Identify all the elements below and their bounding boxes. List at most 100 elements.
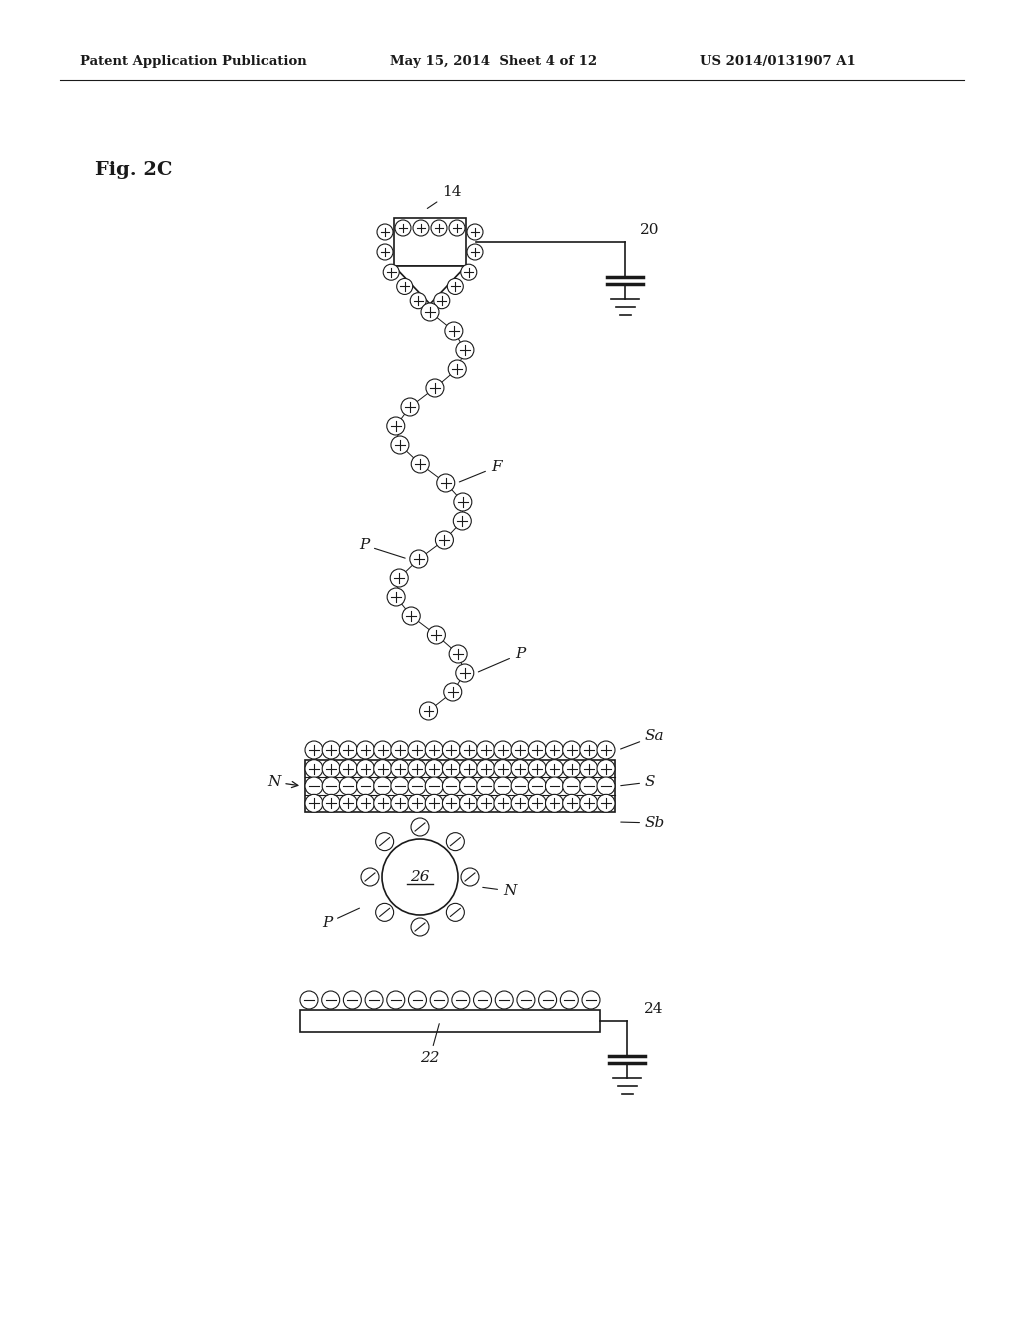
Circle shape bbox=[382, 840, 458, 915]
Circle shape bbox=[477, 741, 495, 759]
Circle shape bbox=[431, 220, 447, 236]
Circle shape bbox=[374, 760, 392, 777]
Circle shape bbox=[511, 795, 529, 812]
Circle shape bbox=[461, 264, 477, 280]
Circle shape bbox=[387, 991, 404, 1008]
Circle shape bbox=[460, 741, 477, 759]
Text: 20: 20 bbox=[640, 223, 659, 238]
Circle shape bbox=[305, 795, 323, 812]
Circle shape bbox=[391, 760, 409, 777]
Circle shape bbox=[450, 645, 467, 663]
Circle shape bbox=[477, 795, 495, 812]
Circle shape bbox=[511, 741, 529, 759]
Text: S: S bbox=[621, 775, 655, 789]
Circle shape bbox=[411, 818, 429, 836]
Circle shape bbox=[374, 741, 392, 759]
Circle shape bbox=[305, 741, 323, 759]
Circle shape bbox=[580, 741, 598, 759]
Circle shape bbox=[494, 741, 512, 759]
Circle shape bbox=[356, 777, 375, 795]
Circle shape bbox=[442, 741, 461, 759]
Text: 24: 24 bbox=[644, 1002, 664, 1016]
Circle shape bbox=[356, 760, 375, 777]
Circle shape bbox=[597, 777, 615, 795]
Circle shape bbox=[449, 220, 465, 236]
Circle shape bbox=[446, 833, 464, 850]
Circle shape bbox=[402, 607, 420, 624]
Circle shape bbox=[597, 760, 615, 777]
Circle shape bbox=[411, 917, 429, 936]
Circle shape bbox=[396, 279, 413, 294]
Circle shape bbox=[496, 991, 513, 1008]
Circle shape bbox=[477, 777, 495, 795]
Circle shape bbox=[343, 991, 361, 1008]
Circle shape bbox=[435, 531, 454, 549]
Circle shape bbox=[539, 991, 557, 1008]
Circle shape bbox=[377, 224, 393, 240]
Circle shape bbox=[425, 741, 443, 759]
Circle shape bbox=[376, 833, 393, 850]
Text: 22: 22 bbox=[420, 1024, 439, 1065]
Bar bbox=[300, 1010, 600, 1032]
Circle shape bbox=[467, 224, 483, 240]
Circle shape bbox=[597, 741, 615, 759]
Bar bbox=[394, 218, 466, 267]
Circle shape bbox=[560, 991, 579, 1008]
Circle shape bbox=[366, 991, 383, 1008]
Circle shape bbox=[582, 991, 600, 1008]
Circle shape bbox=[323, 741, 340, 759]
Circle shape bbox=[460, 760, 477, 777]
Circle shape bbox=[494, 760, 512, 777]
Circle shape bbox=[390, 569, 409, 587]
Circle shape bbox=[425, 795, 443, 812]
Circle shape bbox=[305, 760, 323, 777]
Circle shape bbox=[452, 991, 470, 1008]
Circle shape bbox=[546, 795, 563, 812]
Polygon shape bbox=[394, 267, 466, 304]
Circle shape bbox=[411, 293, 426, 309]
Circle shape bbox=[391, 795, 409, 812]
Circle shape bbox=[421, 304, 439, 321]
Circle shape bbox=[442, 760, 461, 777]
Circle shape bbox=[580, 795, 598, 812]
Circle shape bbox=[408, 741, 426, 759]
Circle shape bbox=[494, 777, 512, 795]
Circle shape bbox=[467, 244, 483, 260]
Circle shape bbox=[443, 682, 462, 701]
Text: P: P bbox=[358, 539, 406, 558]
Circle shape bbox=[511, 777, 529, 795]
Circle shape bbox=[562, 777, 581, 795]
Circle shape bbox=[376, 903, 393, 921]
Text: P: P bbox=[478, 647, 525, 672]
Circle shape bbox=[374, 777, 392, 795]
Circle shape bbox=[427, 626, 445, 644]
Circle shape bbox=[447, 279, 463, 294]
Circle shape bbox=[408, 795, 426, 812]
Text: Sb: Sb bbox=[621, 816, 666, 830]
Circle shape bbox=[413, 220, 429, 236]
Circle shape bbox=[377, 244, 393, 260]
Circle shape bbox=[528, 777, 546, 795]
Circle shape bbox=[356, 795, 375, 812]
Circle shape bbox=[456, 341, 474, 359]
Text: P: P bbox=[322, 908, 359, 931]
Circle shape bbox=[473, 991, 492, 1008]
Circle shape bbox=[494, 795, 512, 812]
Circle shape bbox=[444, 322, 463, 341]
Circle shape bbox=[580, 777, 598, 795]
Circle shape bbox=[460, 777, 477, 795]
Circle shape bbox=[322, 991, 340, 1008]
Circle shape bbox=[546, 760, 563, 777]
Circle shape bbox=[339, 741, 357, 759]
Circle shape bbox=[300, 991, 318, 1008]
Circle shape bbox=[361, 869, 379, 886]
Circle shape bbox=[323, 777, 340, 795]
Text: Fig. 2C: Fig. 2C bbox=[95, 161, 172, 180]
Circle shape bbox=[454, 492, 472, 511]
Circle shape bbox=[446, 903, 464, 921]
Circle shape bbox=[391, 777, 409, 795]
Text: Patent Application Publication: Patent Application Publication bbox=[80, 55, 307, 69]
Circle shape bbox=[437, 474, 455, 492]
Circle shape bbox=[442, 777, 461, 795]
Circle shape bbox=[408, 760, 426, 777]
